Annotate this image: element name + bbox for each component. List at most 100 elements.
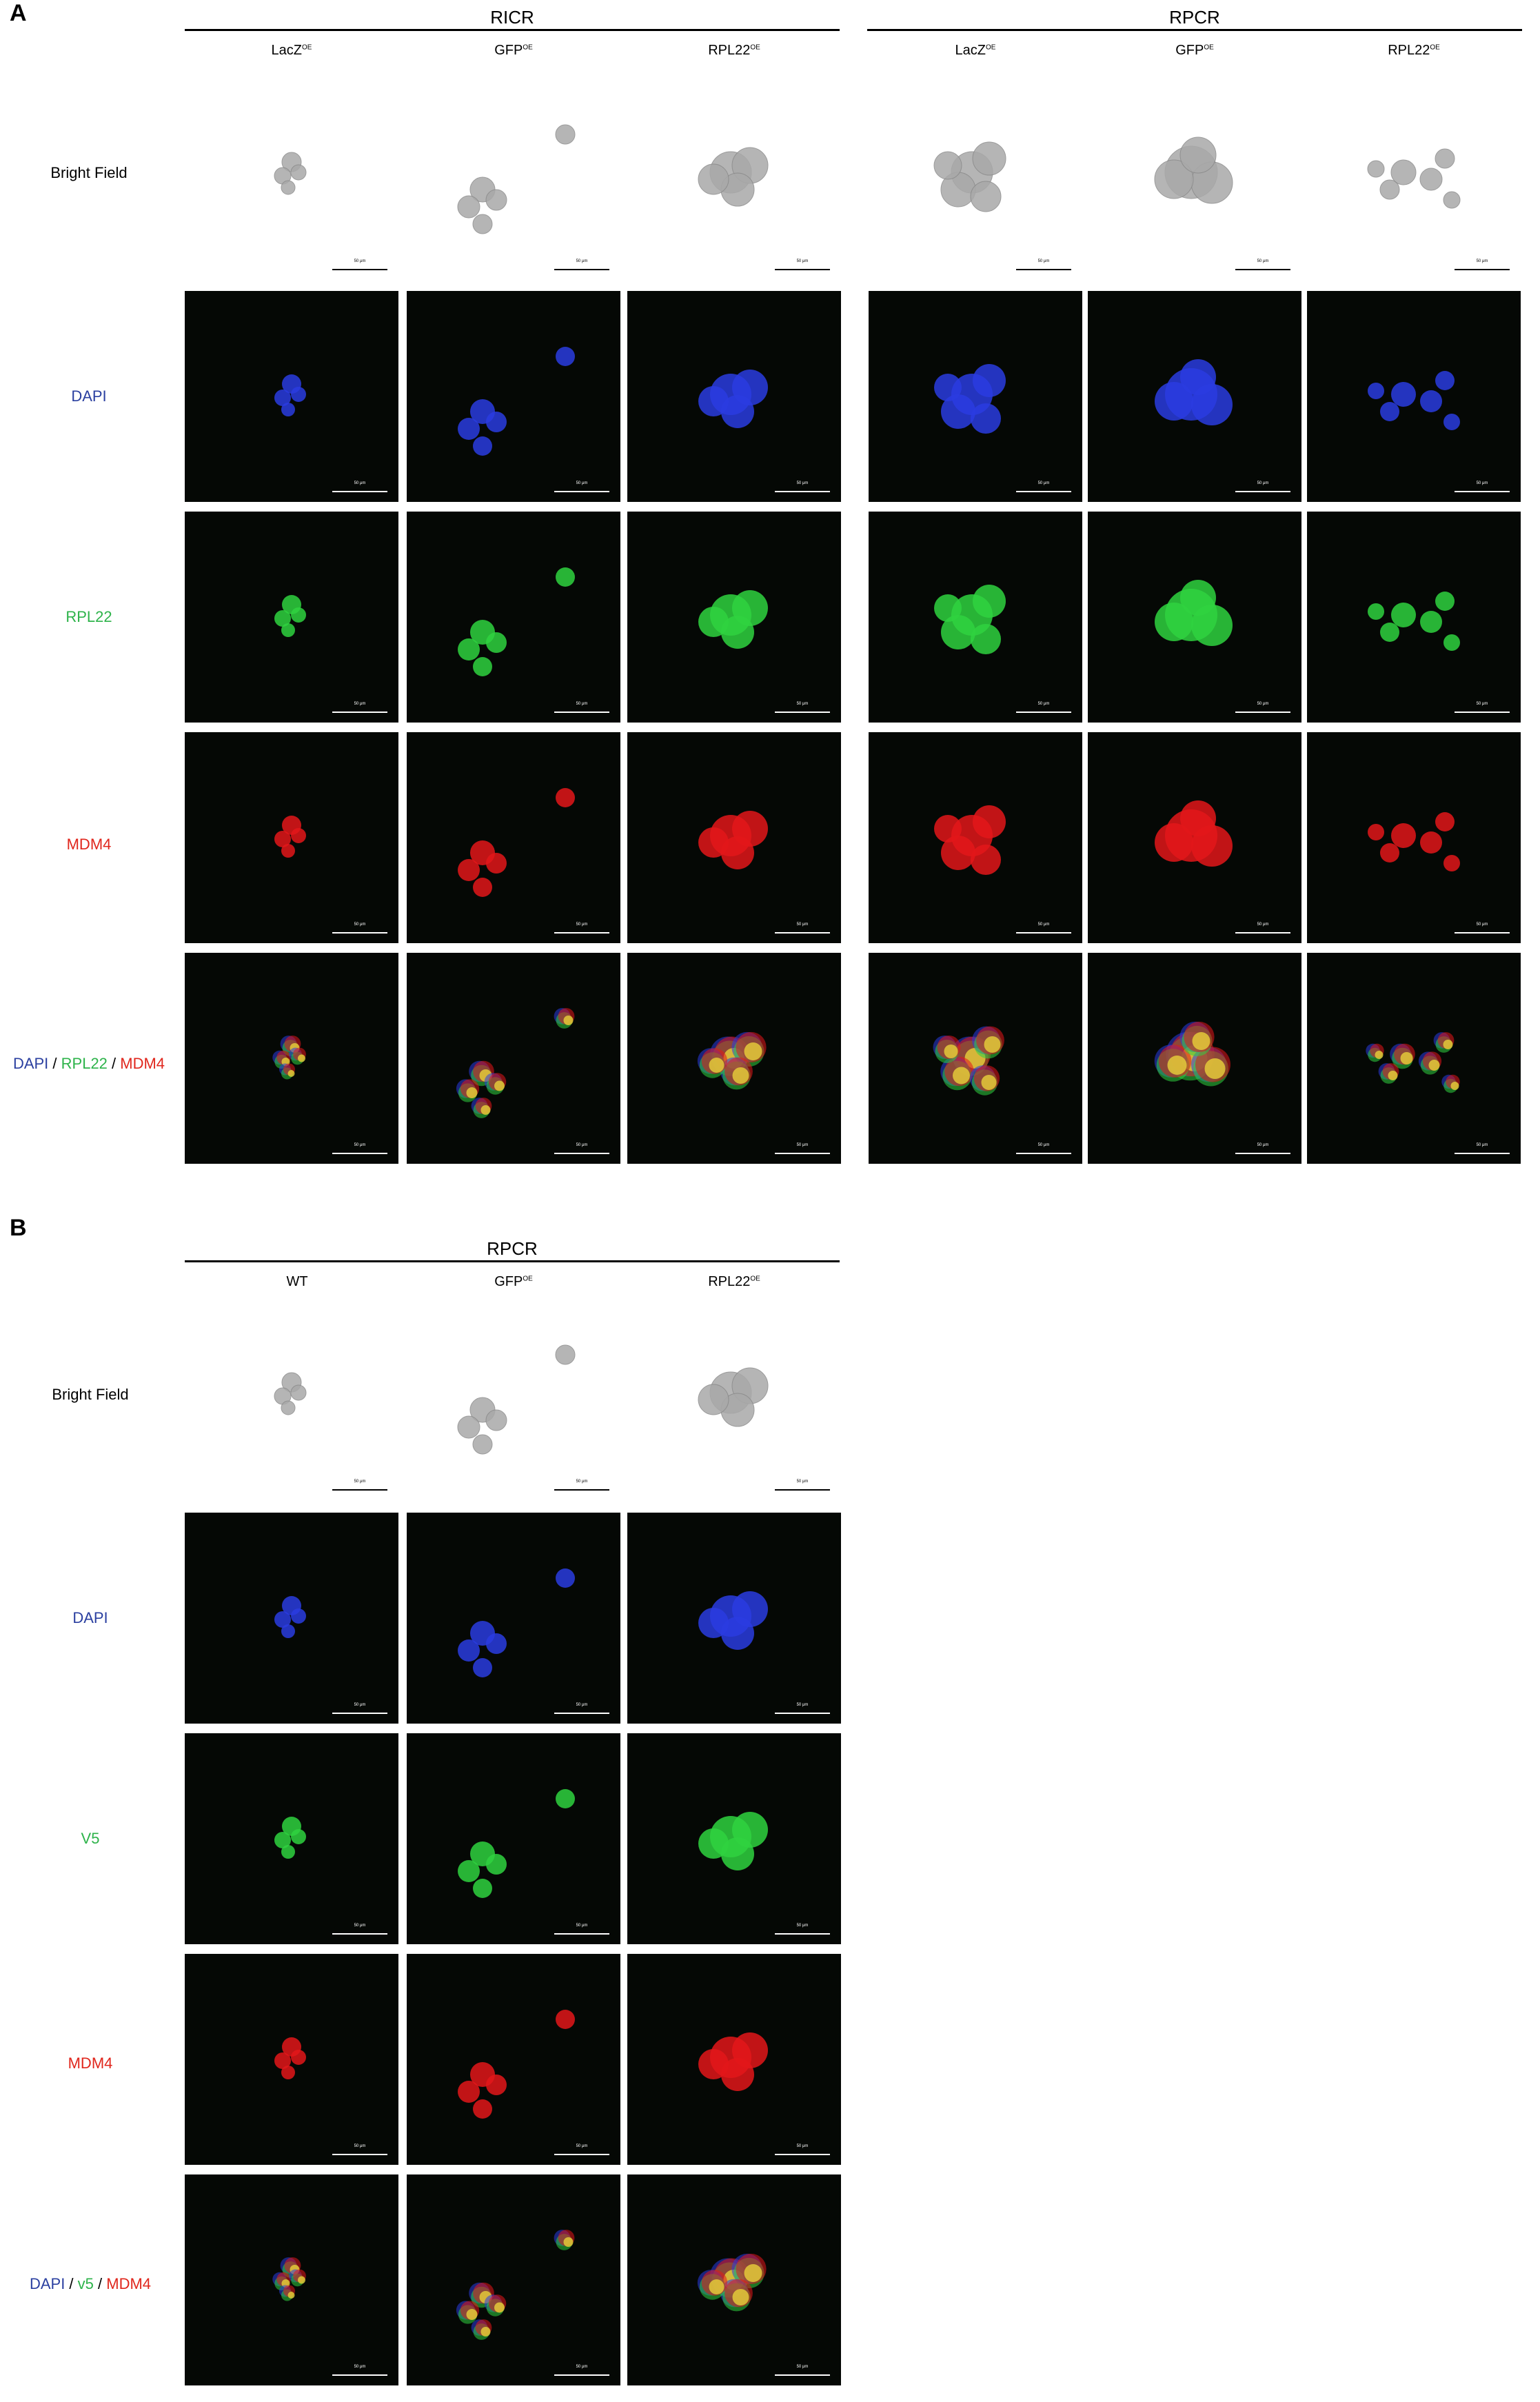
scale-bar: 50 μm [775, 1480, 830, 1491]
cell-blob [473, 2099, 492, 2119]
cell-cluster [698, 1812, 768, 1870]
cell-cluster [934, 585, 1006, 654]
cell-blob [281, 1845, 295, 1859]
cell-blob [721, 2058, 754, 2091]
scale-bar: 50 μm [554, 1480, 609, 1491]
cell-blob [472, 214, 493, 234]
row-label-dapi-b: DAPI [72, 1609, 108, 1626]
cell-cluster [458, 788, 575, 897]
cell-blob [1420, 611, 1442, 633]
scale-bar: 50 μm [1016, 922, 1071, 933]
cell-cluster [274, 595, 306, 637]
micrograph-a-bf-4: 50 μm [1088, 69, 1301, 280]
cell-blob [1155, 382, 1193, 421]
micrograph-a-bf-3: 50 μm [869, 69, 1082, 280]
scale-bar: 50 μm [554, 922, 609, 933]
cell-blob [480, 2327, 491, 2337]
scale-bar-label: 50 μm [576, 481, 588, 485]
cell-blob [721, 1617, 754, 1650]
scale-bar-label: 50 μm [354, 922, 366, 927]
scale-bar: 50 μm [1455, 259, 1510, 270]
col-label-ricr-gfp: GFPOE [494, 43, 533, 58]
cell-blob [721, 616, 754, 649]
cell-cluster [274, 1372, 307, 1415]
cell-blob [298, 1054, 305, 1062]
cell-blob [486, 2075, 507, 2095]
cell-blob [1154, 159, 1194, 199]
cell-blob [1155, 823, 1193, 862]
micrograph-b-red-1: 50 μm [407, 1954, 620, 2165]
col-label-rpcr-gfp: GFPOE [1175, 43, 1214, 58]
cell-cluster [458, 567, 575, 676]
cell-cluster [456, 1008, 575, 1118]
cell-cluster [457, 124, 576, 234]
cell-blob [1400, 1052, 1413, 1064]
cell-blob [555, 124, 576, 145]
cell-blob [698, 2049, 729, 2079]
cell-blob [1380, 623, 1399, 642]
micrograph-a-dapi-4: 50 μm [1088, 291, 1301, 502]
micrograph-a-merge-4: 50 μm [1088, 953, 1301, 1164]
scale-bar-label: 50 μm [1476, 922, 1488, 927]
scale-bar-label: 50 μm [576, 1924, 588, 1928]
cell-cluster [457, 1344, 576, 1455]
cell-blob [1419, 168, 1443, 191]
cell-blob [472, 1434, 493, 1455]
cell-blob [698, 1384, 729, 1415]
cell-blob [934, 815, 962, 842]
cell-blob [466, 1087, 478, 1098]
scale-bar-label: 50 μm [576, 2144, 588, 2148]
scale-bar: 50 μm [775, 2144, 830, 2155]
micrograph-b-merge-0: 50 μm [185, 2174, 398, 2385]
scale-bar: 50 μm [775, 259, 830, 270]
cell-cluster [1368, 812, 1460, 871]
scale-bar-label: 50 μm [576, 1480, 588, 1484]
cell-cluster [458, 347, 575, 456]
cell-blob [709, 2279, 725, 2294]
cell-cluster [1366, 1032, 1460, 1093]
scale-bar: 50 μm [554, 259, 609, 270]
col-label-b-wt: WT [286, 1274, 308, 1289]
scale-bar-label: 50 μm [1037, 259, 1050, 263]
scale-bar: 50 μm [554, 2144, 609, 2155]
scale-bar-label: 50 μm [796, 2365, 809, 2369]
scale-bar: 50 μm [554, 1703, 609, 1714]
cell-blob [457, 1415, 480, 1439]
cell-blob [1380, 843, 1399, 862]
cell-cluster [1154, 137, 1233, 204]
scale-bar: 50 μm [332, 702, 387, 713]
scale-bar-label: 50 μm [796, 259, 809, 263]
cell-cluster [698, 590, 768, 649]
scale-bar-label: 50 μm [1257, 1143, 1269, 1147]
micrograph-a-green-0: 50 μm [185, 512, 398, 723]
cell-cluster [1155, 580, 1233, 646]
cell-blob [473, 878, 492, 897]
micrograph-b-bf-2: 50 μm [627, 1289, 841, 1500]
cell-blob [933, 151, 962, 180]
cell-blob [556, 347, 575, 366]
scale-bar: 50 μm [1235, 259, 1290, 270]
cell-blob [556, 2010, 575, 2029]
micrograph-a-dapi-5: 50 μm [1307, 291, 1521, 502]
scale-bar-label: 50 μm [576, 1703, 588, 1707]
cell-blob [290, 1384, 307, 1401]
scale-bar-label: 50 μm [796, 922, 809, 927]
scale-bar-label: 50 μm [796, 1480, 809, 1484]
cell-blob [973, 585, 1006, 618]
cell-blob [563, 1016, 574, 1025]
cell-blob [972, 141, 1006, 176]
cell-blob [298, 2276, 305, 2284]
cell-blob [473, 1658, 492, 1677]
cell-blob [486, 853, 507, 874]
cell-blob [1390, 159, 1417, 185]
micrograph-b-bf-1: 50 μm [407, 1289, 620, 1500]
cell-blob [473, 436, 492, 456]
micrograph-b-green-2: 50 μm [627, 1733, 841, 1944]
micrograph-a-green-5: 50 μm [1307, 512, 1521, 723]
scale-bar: 50 μm [1016, 702, 1071, 713]
cell-blob [494, 2302, 505, 2313]
scale-bar: 50 μm [775, 1703, 830, 1714]
row-label-bright-field-b: Bright Field [52, 1386, 129, 1403]
cell-blob [970, 181, 1002, 212]
cell-blob [486, 412, 507, 432]
